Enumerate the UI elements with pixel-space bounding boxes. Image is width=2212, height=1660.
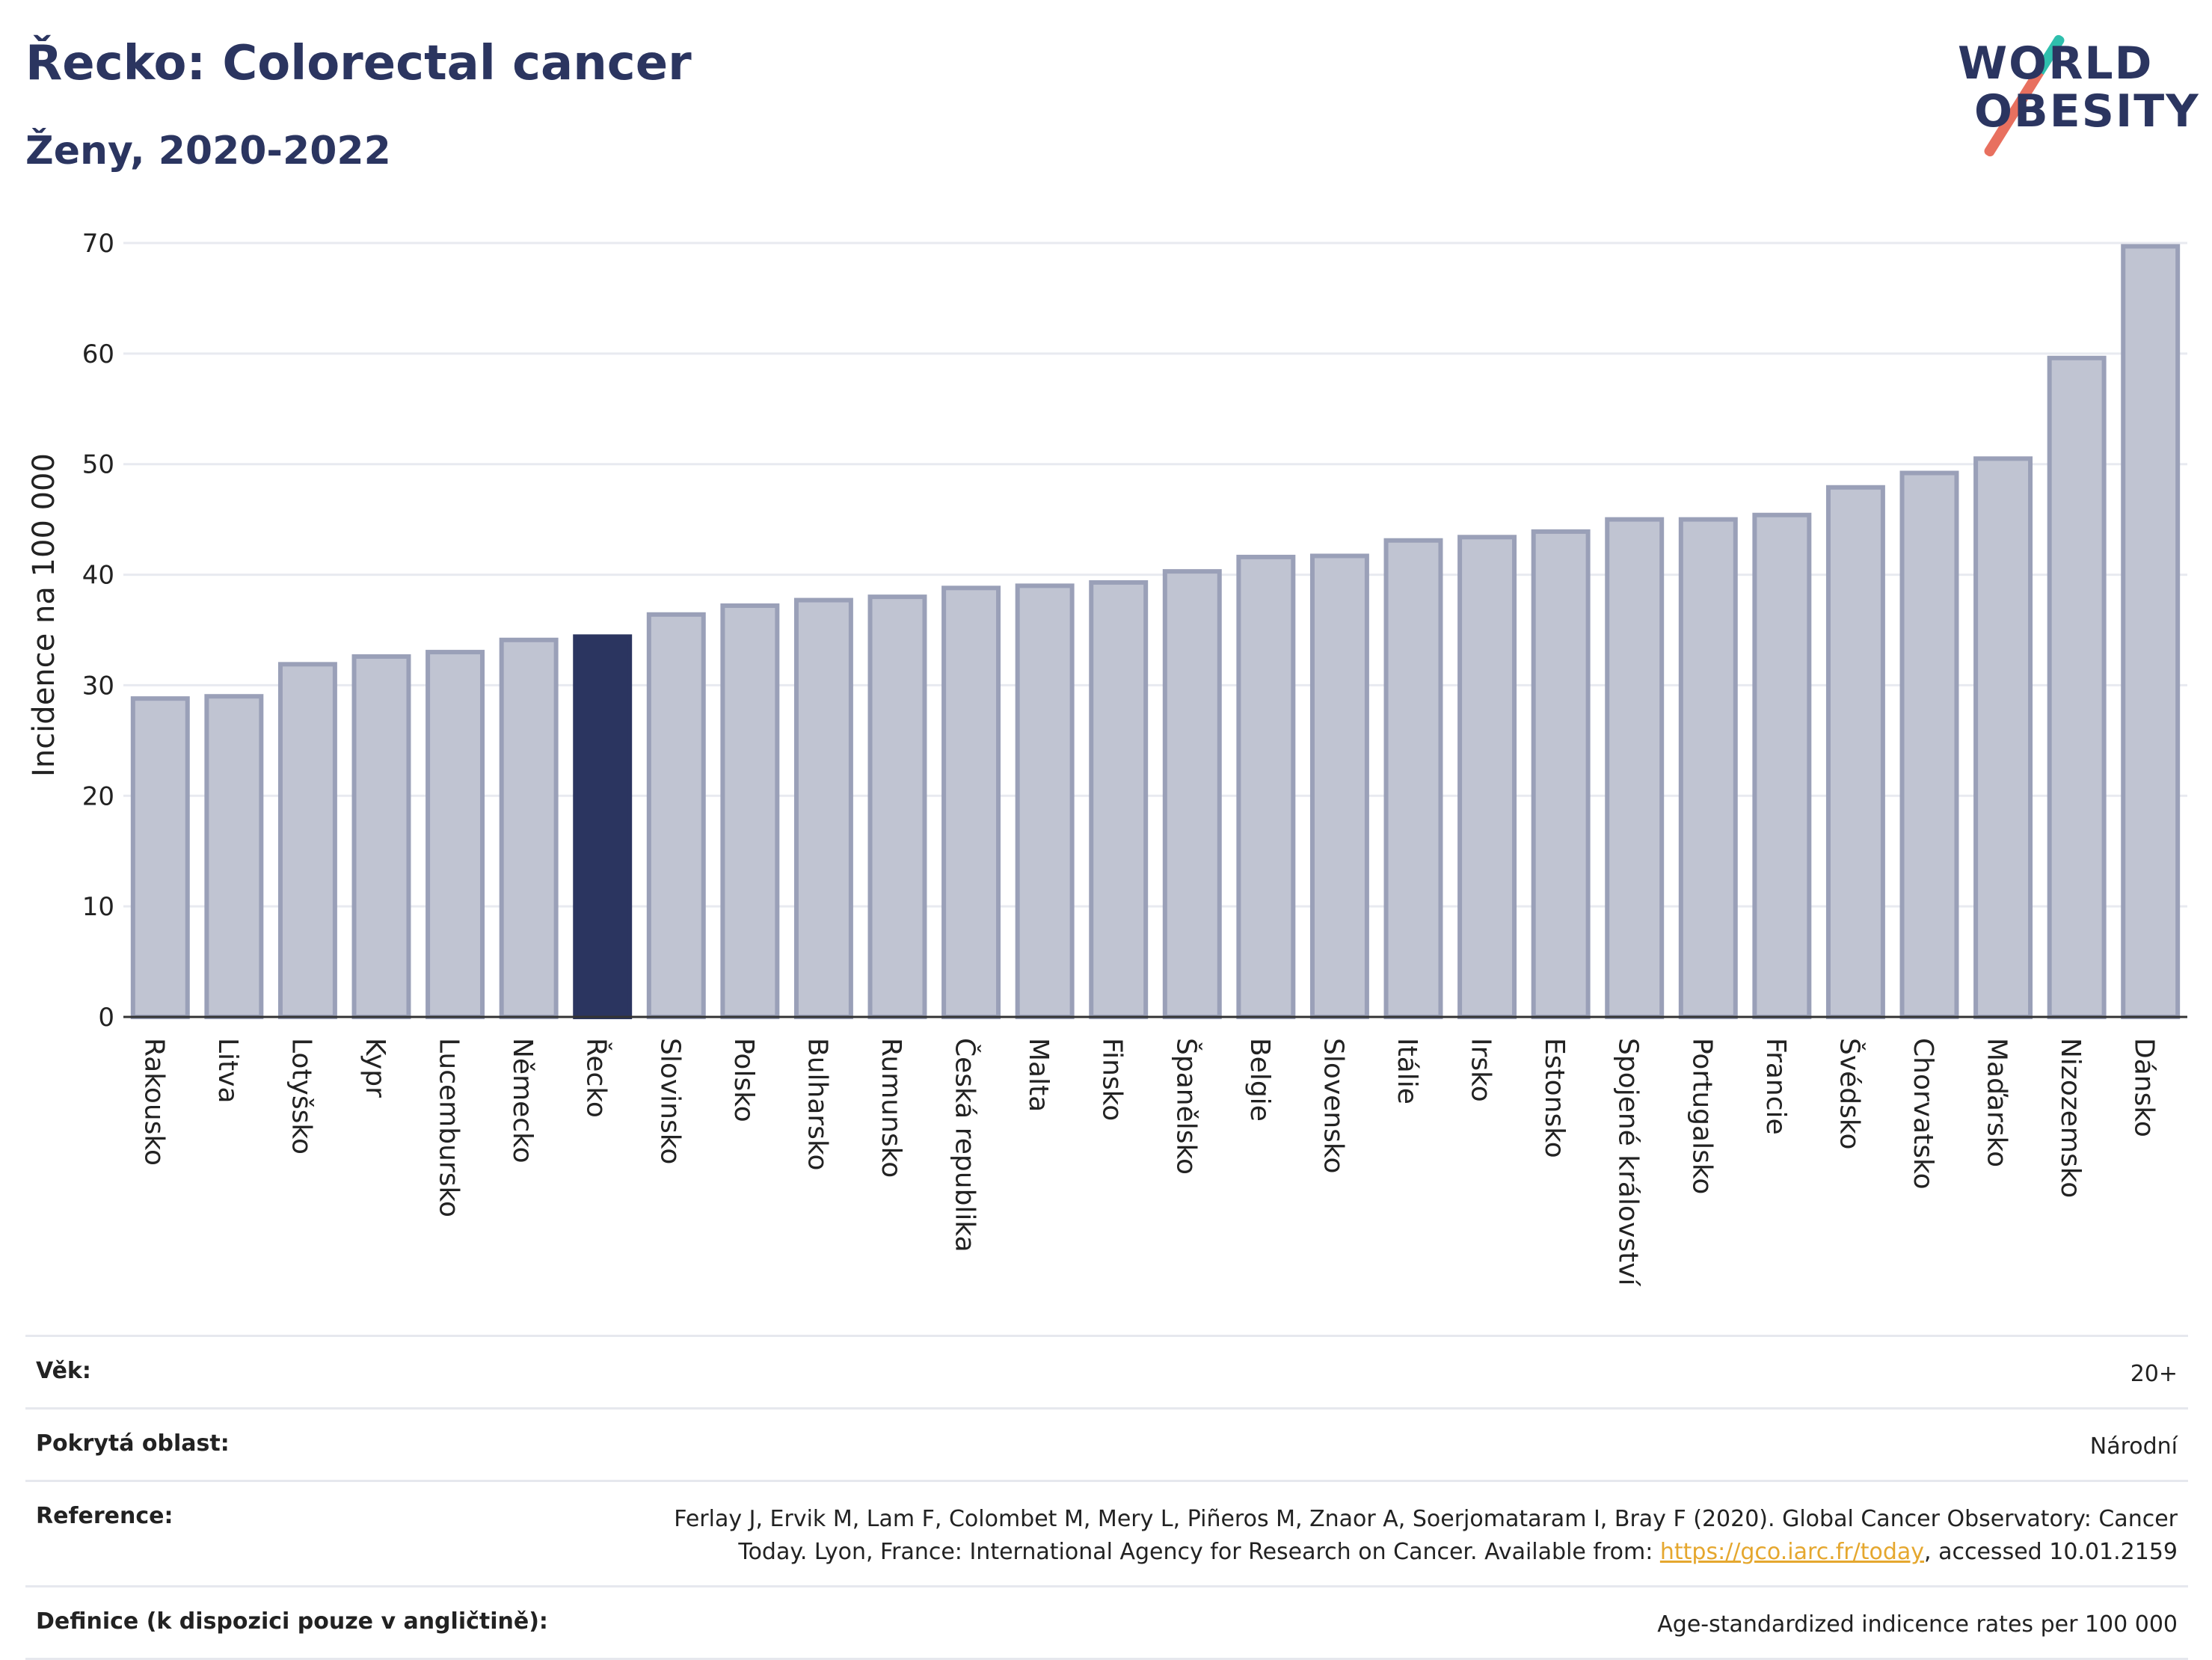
meta-value: Age-standardized indicence rates per 100… [1657,1611,2178,1638]
x-category-label: Španělsko [1170,1038,1202,1175]
meta-row-definition: Definice (k dispozici pouze v angličtině… [25,1585,2188,1660]
y-tick-label: 40 [82,561,114,591]
bar[interactable] [1531,529,1591,1019]
x-category-label: Švédsko [1834,1038,1865,1150]
bar[interactable] [1236,554,1296,1019]
x-category-label: Kypr [360,1038,390,1098]
y-tick-label: 60 [82,339,114,369]
x-category-label: Česká republika [950,1038,981,1252]
meta-key: Pokrytá oblast: [36,1430,230,1457]
bar[interactable] [1899,470,1959,1019]
bar[interactable] [499,637,559,1019]
x-category-label: Lucembursko [434,1038,464,1217]
meta-value: Národní [2089,1433,2178,1460]
x-category-label: Maďarsko [1982,1038,2012,1167]
meta-key: Reference: [36,1503,173,1529]
bar[interactable] [1089,580,1149,1019]
x-category-label: Řecko [581,1038,612,1118]
bar[interactable] [720,603,780,1019]
x-category-label: Belgie [1244,1038,1275,1122]
meta-row-coverage: Pokrytá oblast: Národní [25,1407,2188,1480]
x-category-label: Francie [1760,1038,1791,1135]
bar[interactable] [646,612,706,1019]
meta-key: Věk: [36,1358,91,1384]
bar-chart: 0 10 20 30 40 50 60 70 Rakousko Litva Lotyšsko Kyp… [27,229,2187,1287]
x-category-label: Rumunsko [876,1038,906,1178]
bar-highlighted[interactable] [573,634,633,1019]
world-obesity-logo[interactable]: WORLD OBESITY [1944,22,2200,159]
reference-line1: Ferlay J, Ervik M, Lam F, Colombet M, Me… [674,1506,2178,1532]
bar[interactable] [130,696,190,1020]
x-category-label: Bulharsko [802,1038,832,1171]
bar[interactable] [425,650,485,1019]
bar[interactable] [1162,569,1222,1019]
x-category-label: Litva [212,1038,243,1104]
y-tick-label: 70 [82,229,114,259]
x-category-label: Itálie [1392,1038,1422,1104]
reference-accessed: , accessed 10.01.2159 [1924,1539,2178,1565]
y-axis-label: Incidence na 100 000 [27,453,61,777]
x-category-label: Polsko [728,1038,759,1122]
bar[interactable] [941,585,1001,1019]
x-category-label: Nizozemsko [2055,1038,2086,1198]
x-category-label: Estonsko [1539,1038,1570,1158]
meta-value: 20+ [2130,1361,2178,1387]
meta-row-reference: Reference: Ferlay J, Ervik M, Lam F, Col… [25,1480,2188,1585]
meta-row-age: Věk: 20+ [25,1335,2188,1407]
bar[interactable] [204,694,264,1019]
meta-value: Ferlay J, Ervik M, Lam F, Colombet M, Me… [674,1503,2178,1569]
y-tick-label: 10 [82,892,114,922]
x-category-label: Německo [507,1038,538,1163]
x-category-label: Slovensko [1318,1038,1348,1174]
bar[interactable] [1457,535,1517,1019]
x-category-label: Dánsko [2129,1038,2160,1137]
x-category-label: Irsko [1466,1038,1496,1102]
y-tick-label: 30 [82,671,114,701]
bar[interactable] [1825,485,1885,1019]
y-tick-labels: 0 10 20 30 40 50 60 70 [82,229,114,1033]
bar[interactable] [1015,583,1075,1019]
logo-line1: WORLD [1958,37,2154,90]
metadata-table: Věk: 20+ Pokrytá oblast: Národní Referen… [25,1335,2188,1660]
reference-line2: Today. Lyon, France: International Agenc… [738,1539,1660,1565]
bar[interactable] [277,662,337,1019]
y-tick-label: 50 [82,450,114,480]
x-category-label: Malta [1023,1038,1054,1112]
y-tick-label: 0 [98,1003,114,1033]
x-category-label: Spojené království [1613,1038,1644,1287]
x-category-label: Portugalsko [1686,1038,1717,1194]
y-tick-label: 20 [82,781,114,811]
bar[interactable] [1752,512,1812,1019]
bar[interactable] [351,654,411,1019]
bar[interactable] [2047,355,2107,1019]
x-category-label: Finsko [1097,1038,1128,1121]
bars [130,244,2181,1020]
bar[interactable] [867,594,927,1019]
bar[interactable] [2121,244,2181,1020]
x-category-label: Rakousko [138,1038,169,1166]
x-category-label: Slovinsko [654,1038,685,1164]
bar[interactable] [793,597,853,1019]
x-category-label: Chorvatsko [1908,1038,1938,1190]
bar[interactable] [1678,517,1738,1019]
bar[interactable] [1383,538,1443,1019]
logo-line2: OBESITY [1974,85,2200,138]
bar[interactable] [1309,553,1369,1019]
x-category-labels: Rakousko Litva Lotyšsko Kypr Lucembursko Něme… [138,1038,2159,1287]
chart-subtitle: Ženy, 2020-2022 [25,129,391,173]
reference-link[interactable]: https://gco.iarc.fr/today [1659,1539,1925,1565]
chart-title: Řecko: Colorectal cancer [25,36,692,91]
meta-key: Definice (k dispozici pouze v angličtině… [36,1608,548,1635]
x-category-label: Lotyšsko [286,1038,316,1155]
bar[interactable] [1973,456,2033,1019]
bar[interactable] [1605,517,1665,1019]
